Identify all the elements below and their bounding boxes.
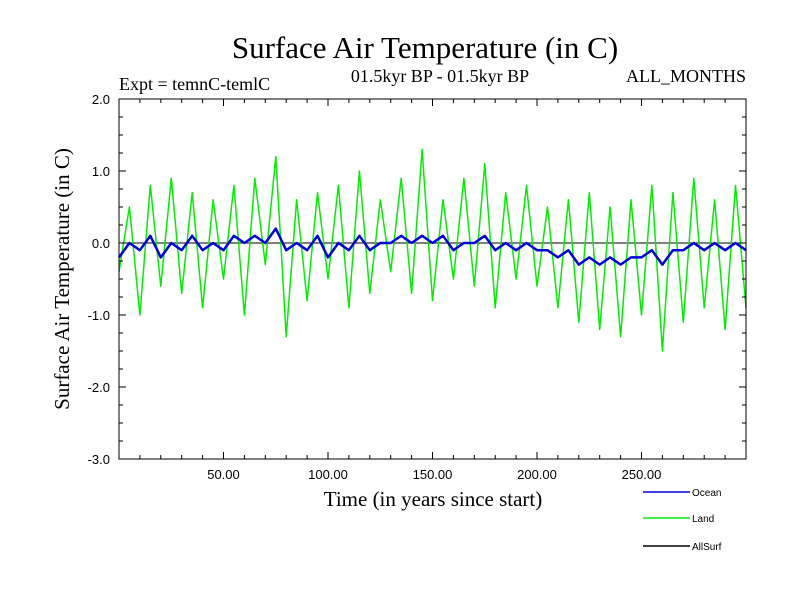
x-tick-label: 250.00 [622, 467, 662, 482]
y-tick-label: -2.0 [88, 380, 110, 395]
chart-subtitle-left: Expt = temnC-temlC [119, 74, 270, 94]
chart-title: Surface Air Temperature (in C) [232, 30, 618, 65]
x-axis-label: Time (in years since start) [324, 487, 543, 511]
legend-label-land: Land [692, 514, 714, 525]
x-tick-label: 200.00 [517, 467, 557, 482]
y-tick-label: -1.0 [88, 308, 110, 323]
y-tick-label: 2.0 [92, 92, 110, 107]
x-tick-label: 100.00 [308, 467, 348, 482]
series-line-ocean [117, 227, 747, 266]
x-tick-label: 150.00 [413, 467, 453, 482]
legend: Ocean Land AllSurf [643, 488, 722, 553]
series-line-land [118, 148, 747, 352]
y-tick-label: 0.0 [92, 236, 110, 251]
y-axis-label: Surface Air Temperature (in C) [50, 148, 74, 410]
legend-label-allsurf: AllSurf [692, 542, 722, 553]
chart-subtitle-right: ALL_MONTHS [626, 66, 746, 86]
legend-label-ocean: Ocean [692, 488, 721, 499]
y-tick-label: 1.0 [92, 164, 110, 179]
y-tick-label: -3.0 [88, 452, 110, 467]
chart-subtitle-center: 01.5kyr BP - 01.5kyr BP [351, 66, 529, 86]
x-tick-label: 50.00 [207, 467, 240, 482]
plot-area [117, 148, 747, 352]
axis-ticks: 2.0 1.0 0.0 -1.0 -2.0 -3.0 50.00 100.00 150.00 20… [88, 92, 746, 482]
